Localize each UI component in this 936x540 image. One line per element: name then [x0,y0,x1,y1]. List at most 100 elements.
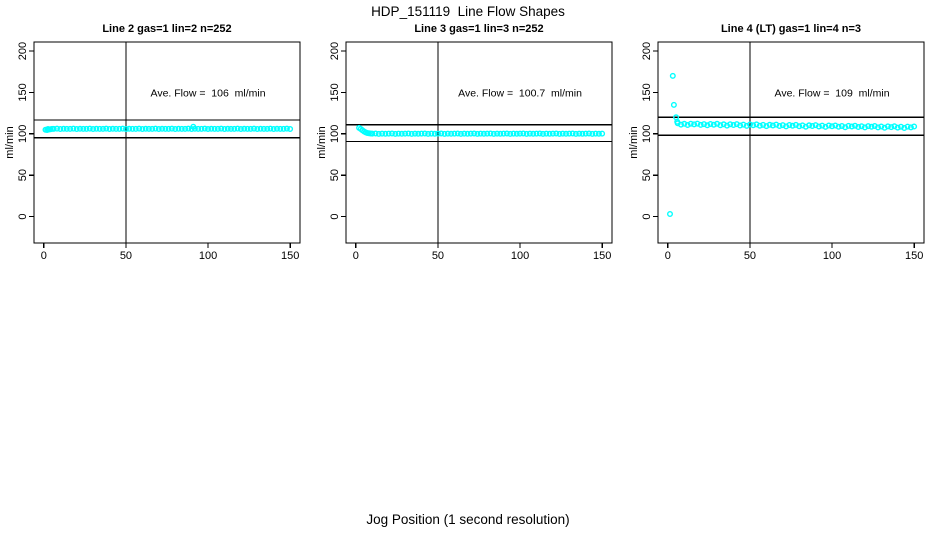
data-point [536,130,543,137]
data-point [67,125,74,132]
data-point [566,130,573,137]
data-point [136,125,143,132]
y-tick-label: 200 [17,42,29,60]
data-point [201,125,208,132]
axes [29,41,301,248]
data-point [73,125,80,132]
data-point [549,130,556,137]
data-point [385,130,392,137]
data-point [90,125,97,132]
data-point [145,125,152,132]
data-point [684,121,691,128]
data-point [720,121,727,128]
data-point [162,125,169,132]
data-point [806,122,813,129]
data-point [234,125,241,132]
data-point [766,121,773,128]
data-point [769,122,776,129]
data-point [267,125,274,132]
data-point [218,125,225,132]
data-point [904,123,911,130]
data-point [530,130,537,137]
data-point [208,125,215,132]
plot-panel-3: Line 4 (LT) gas=1 lin=4 n=3 0 50 100 150 0 50 1… [628,23,925,262]
y-tick-label: 0 [641,213,653,219]
data-point [415,130,422,137]
y-tick-label: 150 [641,83,653,101]
data-point [379,130,386,137]
data-point [375,130,382,137]
data-point [405,130,412,137]
data-point [155,125,162,132]
data-point [388,130,395,137]
data-point [697,121,704,128]
data-point [599,130,606,137]
x-tick-label: 150 [593,250,611,262]
data-point [503,130,510,137]
data-point [868,123,875,130]
x-tick-label: 150 [905,250,923,262]
data-point [257,125,264,132]
x-tick-label: 150 [281,250,299,262]
data-point [126,125,133,132]
data-point [740,121,747,128]
data-point [244,125,251,132]
x-tick-label: 0 [353,250,359,262]
y-tick-label: 50 [641,169,653,181]
data-point [99,125,106,132]
data-point [500,130,507,137]
x-tick-label: 0 [665,250,671,262]
data-point [80,125,87,132]
data-point [884,123,891,130]
data-point [681,120,688,127]
plot-box [657,41,925,244]
data-point [103,125,110,132]
data-point [54,125,61,132]
data-point [392,130,399,137]
data-point [159,125,166,132]
data-point [402,130,409,137]
data-point [520,130,527,137]
data-point [691,121,698,128]
y-tick-label: 150 [329,83,341,101]
data-point [221,125,228,132]
data-point [723,122,730,129]
x-tick-label: 50 [744,250,756,262]
data-point [494,130,501,137]
data-point [546,130,553,137]
data-point [425,130,432,137]
y-tick-label: 100 [329,125,341,143]
data-point [198,125,205,132]
y-tick-label: 100 [641,125,653,143]
data-point [152,125,159,132]
data-point [799,122,806,129]
ave-flow-annotation: Ave. Flow = 100.7 ml/min [458,87,582,99]
data-point [592,130,599,137]
data-point [441,130,448,137]
data-point [888,124,895,131]
data-point [418,130,425,137]
data-point [832,122,839,129]
data-point [595,130,602,137]
data-point [898,123,905,130]
data-point [562,130,569,137]
data-point [224,125,231,132]
data-point [50,125,57,132]
data-point [687,120,694,127]
data-point [428,130,435,137]
data-point [274,125,281,132]
data-point [855,123,862,130]
data-point [907,124,914,131]
data-point [464,130,471,137]
data-point [477,130,484,137]
data-point [122,125,129,132]
ave-flow-annotation: Ave. Flow = 109 ml/min [775,87,890,99]
data-point [858,123,865,130]
data-points [42,123,294,133]
y-axis-title: ml/min [4,126,16,158]
data-point [825,122,832,129]
y-tick-label: 0 [17,213,29,219]
data-point [241,125,248,132]
data-point [57,125,64,132]
plot-panel-2: Line 3 gas=1 lin=3 n=252 0 50 100 150 0 50 100 1… [316,23,613,262]
